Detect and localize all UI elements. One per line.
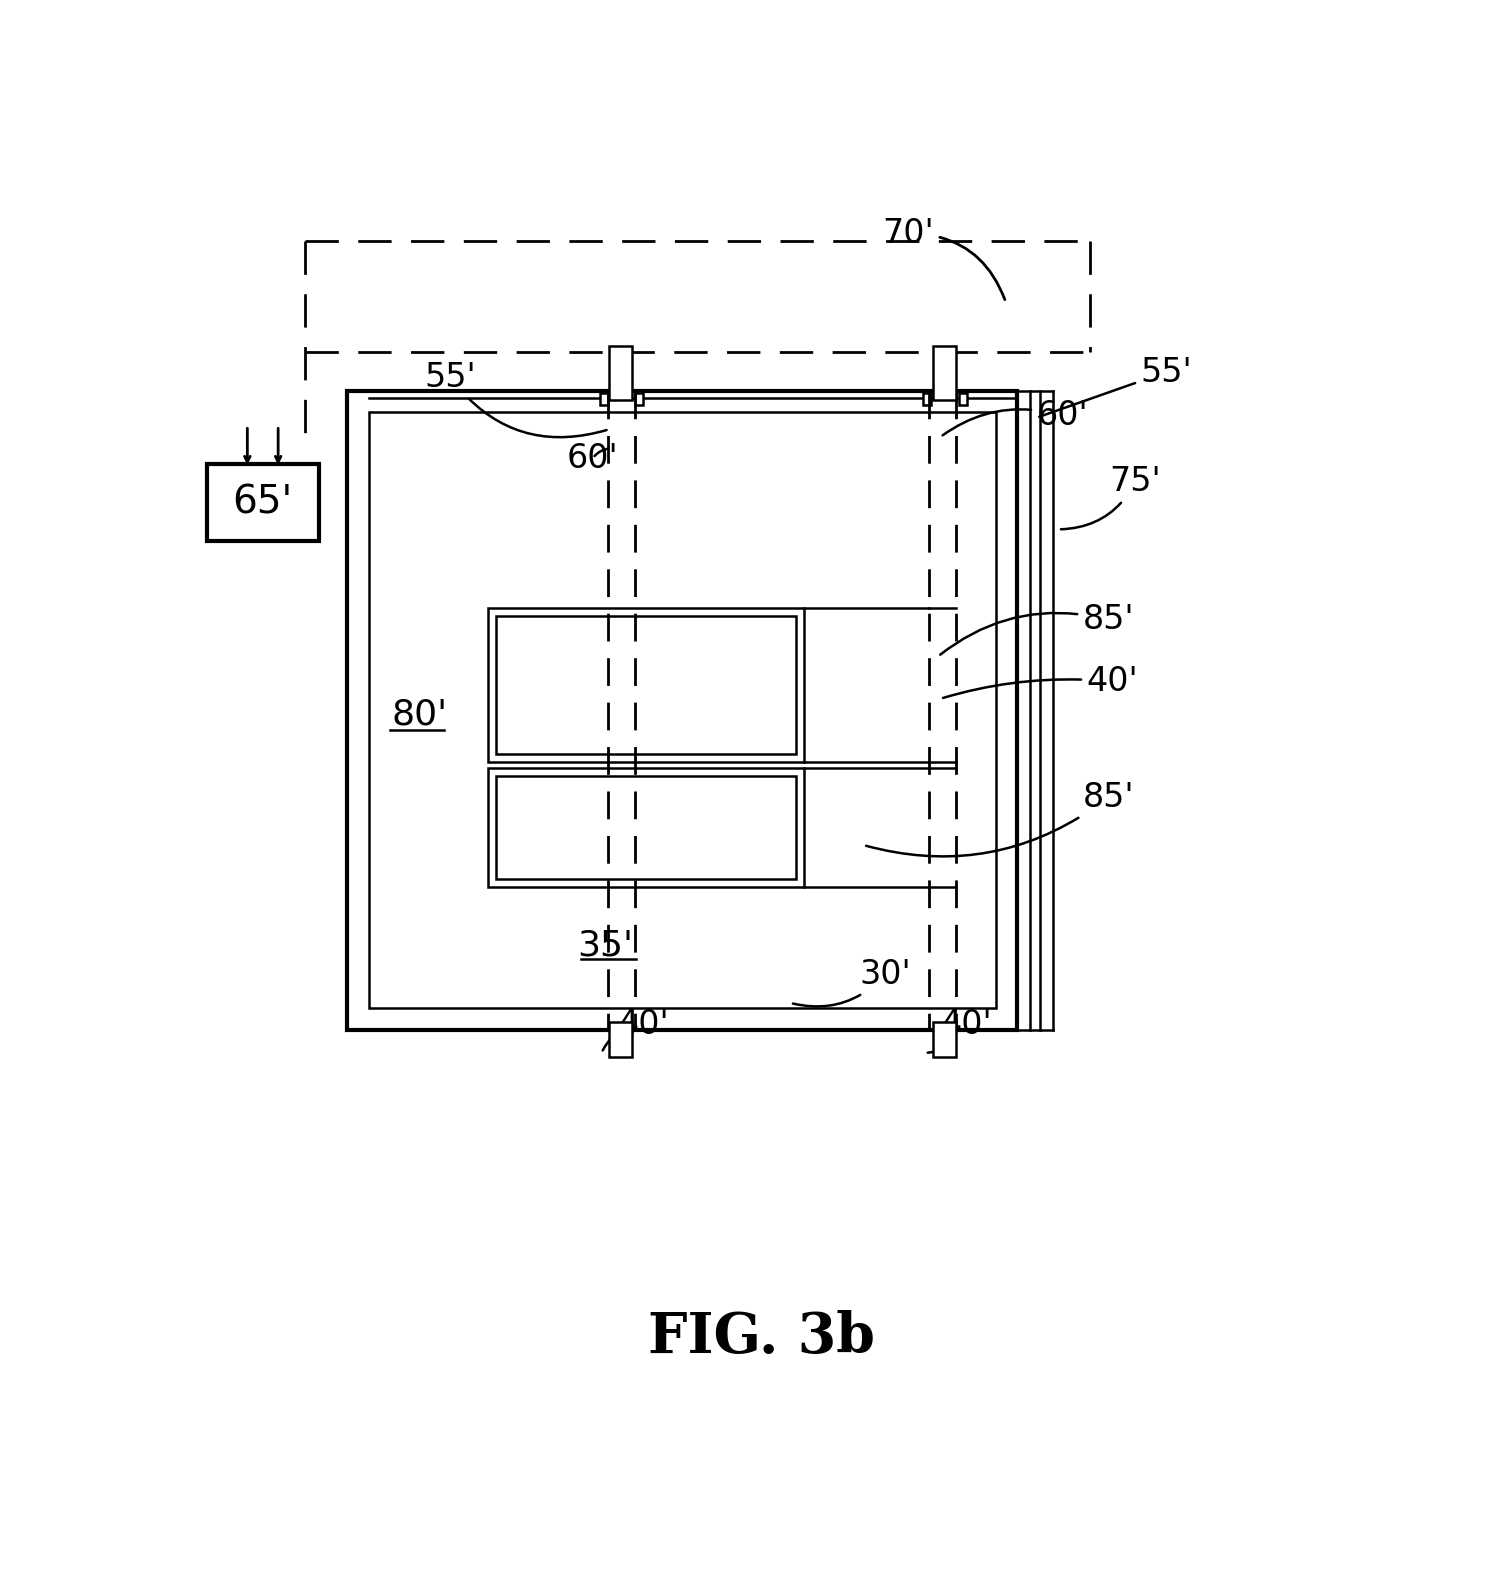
Text: 40': 40' xyxy=(943,665,1139,699)
Bar xyxy=(610,346,632,400)
Bar xyxy=(497,775,797,880)
Text: 80': 80' xyxy=(391,697,448,730)
Text: 70': 70' xyxy=(883,218,1005,300)
Bar xyxy=(348,391,1017,1031)
Bar xyxy=(923,394,931,405)
Bar xyxy=(488,608,804,762)
Bar xyxy=(635,394,642,405)
Text: 85': 85' xyxy=(940,603,1135,654)
Text: 40': 40' xyxy=(602,1008,669,1050)
Text: 65': 65' xyxy=(232,483,293,521)
Text: 55': 55' xyxy=(1039,356,1193,416)
Bar xyxy=(610,1023,632,1056)
Text: 60': 60' xyxy=(567,441,619,475)
Bar xyxy=(497,616,797,754)
Bar xyxy=(959,394,967,405)
Bar xyxy=(207,464,318,542)
Text: 55': 55' xyxy=(424,360,607,437)
Bar xyxy=(932,1023,956,1056)
Bar xyxy=(599,394,608,405)
Text: 85': 85' xyxy=(865,781,1135,856)
Bar xyxy=(369,413,996,1008)
Text: 75': 75' xyxy=(1060,465,1161,529)
Text: 60': 60' xyxy=(943,400,1088,435)
Text: 40': 40' xyxy=(928,1008,992,1053)
Text: FIG. 3b: FIG. 3b xyxy=(648,1310,876,1366)
Text: 35': 35' xyxy=(577,927,633,962)
Bar xyxy=(488,769,804,888)
Text: 30': 30' xyxy=(793,958,912,1007)
Bar xyxy=(932,346,956,400)
